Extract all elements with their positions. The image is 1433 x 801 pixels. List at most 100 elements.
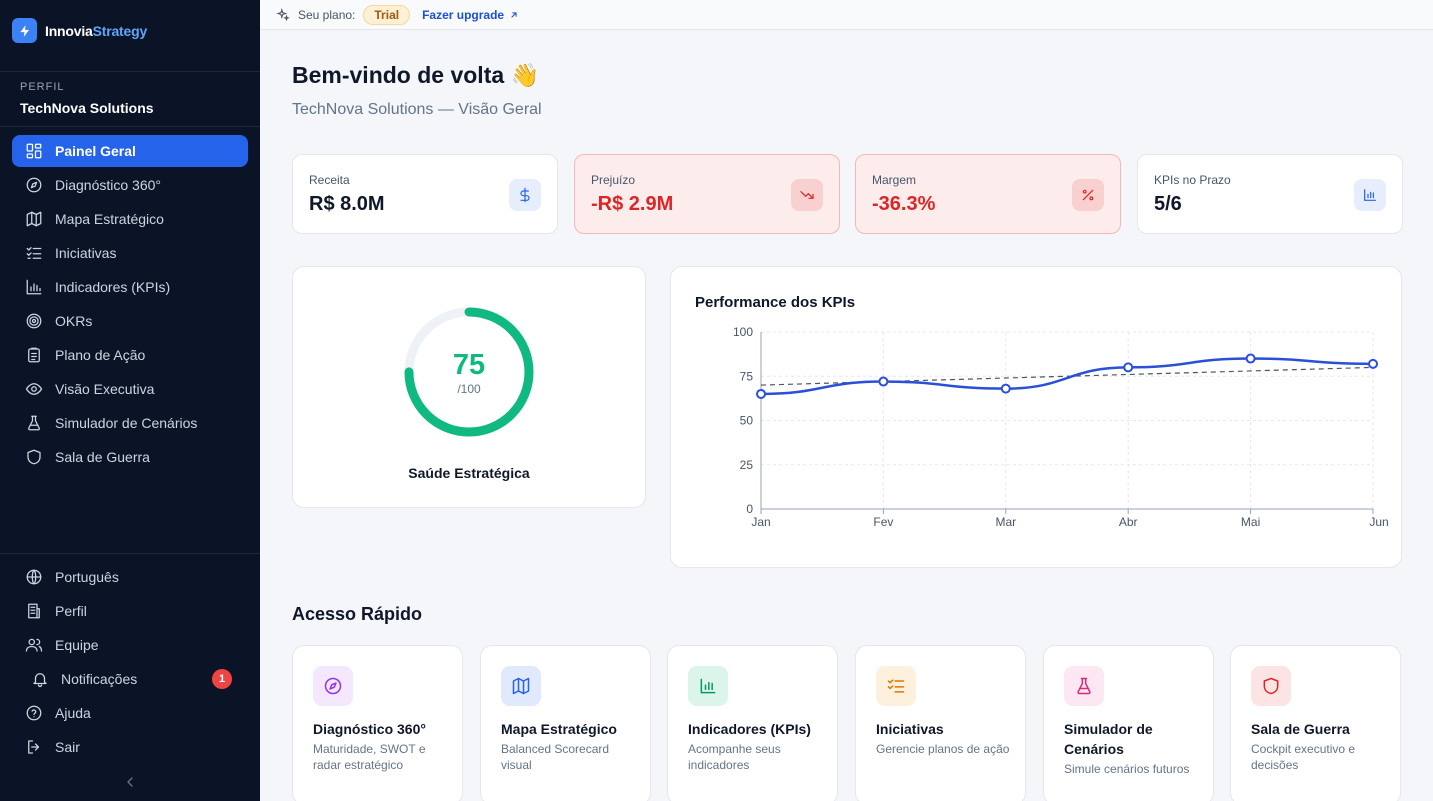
sidebar-item-simulador[interactable]: Simulador de Cenários — [12, 407, 248, 439]
quick-access-title: Indicadores (KPIs) — [688, 721, 811, 737]
y-tick-label: 75 — [740, 369, 754, 383]
bottom-nav: Português Perfil Equipe Notificações 1 A… — [12, 561, 248, 765]
app-logo[interactable]: InnoviaStrategy — [12, 18, 147, 43]
sidebar-item-label: Diagnóstico 360° — [55, 177, 161, 193]
quick-access-desc: Balanced Scorecard visual — [501, 742, 610, 772]
bell-icon — [31, 670, 49, 688]
sidebar-item-perfil[interactable]: Perfil — [12, 595, 248, 627]
lightning-icon — [12, 18, 37, 43]
map-icon — [501, 666, 541, 706]
quick-access-iniciativas[interactable]: Iniciativas Gerencie planos de ação — [855, 645, 1026, 801]
sidebar-item-equipe[interactable]: Equipe — [12, 629, 248, 661]
sidebar-item-visao-executiva[interactable]: Visão Executiva — [12, 373, 248, 405]
kpi-value: 5/6 — [1154, 193, 1182, 215]
data-point — [756, 388, 766, 399]
sidebar-item-iniciativas[interactable]: Iniciativas — [12, 237, 248, 269]
kpi-card-receita: Receita R$ 8.0M — [292, 154, 558, 234]
globe-icon — [25, 568, 43, 586]
kpi-value: -R$ 2.9M — [591, 193, 674, 215]
quick-access-diagnostico[interactable]: Diagnóstico 360° Maturidade, SWOT e rada… — [292, 645, 463, 801]
sidebar-item-label: Painel Geral — [55, 143, 136, 159]
data-point — [878, 376, 889, 387]
plan-bar: Seu plano: Trial Fazer upgrade — [260, 0, 1433, 30]
quick-access-title: Diagnóstico 360° — [313, 721, 426, 737]
upgrade-label: Fazer upgrade — [422, 7, 505, 22]
app-name: InnoviaStrategy — [45, 22, 148, 39]
sidebar-item-label: Ajuda — [55, 705, 91, 721]
shield-icon — [25, 448, 43, 466]
page-subtitle: TechNova Solutions — Visão Geral — [292, 101, 542, 118]
health-score-card: 75 /100 Saúde Estratégica — [292, 266, 646, 508]
percent-icon — [1072, 179, 1104, 211]
logout-button[interactable]: Sair — [12, 731, 248, 763]
sidebar-item-notificacoes[interactable]: Notificações 1 — [12, 663, 248, 695]
bar-chart-icon — [25, 278, 43, 296]
users-icon — [25, 636, 43, 654]
x-tick-label: Jan — [751, 515, 770, 529]
quick-access-desc: Maturidade, SWOT e radar estratégico — [313, 742, 426, 772]
trending-down-icon — [791, 179, 823, 211]
logout-icon — [25, 738, 43, 756]
sidebar-item-ajuda[interactable]: Ajuda — [12, 697, 248, 729]
flask-icon — [25, 414, 43, 432]
sidebar-item-indicadores[interactable]: Indicadores (KPIs) — [12, 271, 248, 303]
sidebar-item-diagnostico[interactable]: Diagnóstico 360° — [12, 169, 248, 201]
sidebar-item-label: Indicadores (KPIs) — [55, 279, 171, 295]
quick-access-desc: Gerencie planos de ação — [876, 742, 1010, 756]
x-tick-label: Jun — [1369, 515, 1388, 529]
checklist-icon — [25, 244, 43, 262]
health-max: /100 — [457, 382, 481, 396]
data-point — [1368, 358, 1378, 369]
health-gauge: 75 /100 — [404, 307, 534, 437]
plan-label: Seu plano: — [298, 7, 356, 22]
quick-access-sala-de-guerra[interactable]: Sala de Guerra Cockpit executivo e decis… — [1230, 645, 1401, 801]
sidebar-item-label: Sair — [55, 739, 80, 755]
profile-name: TechNova Solutions — [20, 100, 154, 116]
section-title-quick-access: Acesso Rápido — [292, 604, 423, 624]
y-tick-label: 100 — [733, 325, 753, 339]
notification-badge: 1 — [212, 669, 232, 689]
sidebar-item-label: Sala de Guerra — [55, 449, 150, 465]
quick-access-title: Mapa Estratégico — [501, 721, 617, 737]
kpi-value: R$ 8.0M — [309, 193, 385, 215]
sidebar-item-mapa-estrategico[interactable]: Mapa Estratégico — [12, 203, 248, 235]
bar-chart-icon — [688, 666, 728, 706]
quick-access-simulador[interactable]: Simulador de Cenários Simule cenários fu… — [1043, 645, 1214, 801]
divider — [0, 553, 260, 554]
kpi-series-line — [760, 357, 1374, 396]
sparkles-icon — [276, 7, 290, 22]
plan-badge: Trial — [363, 4, 411, 25]
sidebar-item-label: Plano de Ação — [55, 347, 146, 363]
clipboard-icon — [25, 346, 43, 364]
chevron-left-icon[interactable] — [122, 774, 138, 790]
data-point — [1000, 383, 1011, 394]
quick-access-desc: Acompanhe seus indicadores — [688, 742, 781, 772]
performance-chart: 0 25 50 75 100 Jan Fev Mar Abr Mai Jun — [733, 325, 1389, 529]
y-tick-label: 0 — [746, 502, 753, 516]
sidebar-item-label: Notificações — [61, 671, 138, 687]
main-nav: Painel Geral Diagnóstico 360° Mapa Estra… — [12, 135, 248, 475]
sidebar-item-okrs[interactable]: OKRs — [12, 305, 248, 337]
language-selector[interactable]: Português — [12, 561, 248, 593]
upgrade-link[interactable]: Fazer upgrade — [422, 8, 519, 22]
sidebar-item-label: Equipe — [55, 637, 99, 653]
sidebar-item-painel-geral[interactable]: Painel Geral — [12, 135, 248, 167]
quick-access-title: Iniciativas — [876, 721, 944, 737]
quick-access-mapa[interactable]: Mapa Estratégico Balanced Scorecard visu… — [480, 645, 651, 801]
sidebar-item-label: Simulador de Cenários — [55, 415, 198, 431]
quick-access-indicadores[interactable]: Indicadores (KPIs) Acompanhe seus indica… — [667, 645, 838, 801]
eye-icon — [25, 380, 43, 398]
building-icon — [25, 602, 43, 620]
sidebar-item-plano-de-acao[interactable]: Plano de Ação — [12, 339, 248, 371]
sidebar-item-label: Perfil — [55, 603, 87, 619]
compass-icon — [25, 176, 43, 194]
kpi-card-prejuizo: Prejuízo -R$ 2.9M — [574, 154, 840, 234]
data-point — [1245, 353, 1256, 364]
kpi-label: KPIs no Prazo — [1154, 173, 1231, 187]
sidebar-item-sala-de-guerra[interactable]: Sala de Guerra — [12, 441, 248, 473]
map-icon — [25, 210, 43, 228]
quick-access-title: Sala de Guerra — [1251, 721, 1350, 737]
profile-label: PERFIL — [20, 81, 65, 93]
external-link-icon — [511, 11, 517, 18]
gauge-progress — [404, 307, 534, 437]
